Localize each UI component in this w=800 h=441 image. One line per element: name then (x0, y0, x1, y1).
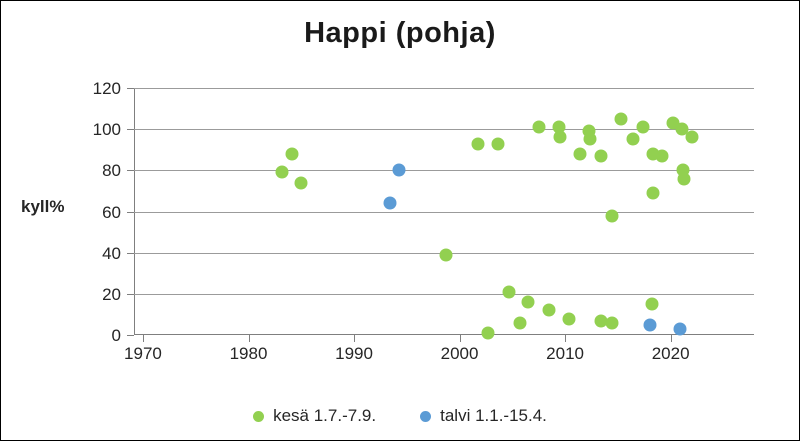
x-tick-mark (354, 335, 356, 342)
data-point-kesa (471, 137, 484, 151)
data-point-talvi (673, 322, 687, 336)
data-point-kesa (285, 147, 299, 161)
x-tick-mark (670, 335, 672, 342)
y-tick-mark (127, 293, 134, 295)
y-tick-label: 0 (111, 326, 121, 345)
y-tick-mark (127, 211, 134, 213)
data-point-kesa (646, 186, 660, 200)
y-tick-mark (127, 252, 134, 254)
y-tick-label: 80 (102, 161, 121, 181)
data-point-kesa (532, 120, 546, 134)
y-tick-label: 100 (92, 120, 121, 140)
data-point-kesa (521, 295, 535, 309)
data-point-kesa (439, 248, 453, 262)
y-tick-label: 60 (102, 202, 121, 222)
x-tick-mark (248, 335, 250, 342)
data-point-kesa (294, 176, 308, 190)
data-point-kesa (583, 132, 597, 146)
gridline (134, 211, 754, 213)
legend-marker-kesa-icon (253, 410, 265, 422)
data-point-talvi (643, 318, 657, 332)
x-tick-label: 2000 (440, 344, 479, 363)
data-point-kesa (645, 297, 659, 311)
x-tick-mark (459, 335, 461, 342)
y-tick-label: 20 (102, 284, 121, 304)
legend-label: talvi 1.1.-15.4. (440, 406, 547, 425)
data-point-kesa (542, 303, 556, 317)
x-tick-mark (142, 335, 144, 342)
legend-marker-talvi-icon (420, 410, 432, 422)
data-point-kesa (605, 316, 619, 330)
data-point-kesa (275, 165, 289, 179)
data-point-kesa (553, 130, 567, 144)
x-tick-label: 2020 (651, 344, 690, 363)
y-tick-mark (127, 170, 134, 172)
data-point-kesa (675, 122, 689, 136)
y-tick-mark (127, 129, 134, 131)
y-axis-title: kyll% (21, 197, 65, 216)
data-point-kesa (614, 112, 628, 126)
data-point-kesa (677, 172, 691, 186)
y-tick-label: 120 (92, 79, 121, 98)
data-point-kesa (594, 149, 608, 163)
data-point-kesa (636, 120, 650, 134)
gridline (134, 129, 754, 131)
x-tick-label: 1980 (229, 344, 268, 363)
gridline (134, 170, 754, 172)
plot-area (127, 88, 754, 342)
data-point-kesa (562, 312, 576, 326)
data-point-kesa (626, 132, 640, 146)
data-point-kesa (605, 209, 619, 223)
data-point-talvi (383, 196, 397, 210)
data-point-kesa (502, 285, 516, 299)
x-tick-label: 1990 (335, 344, 373, 363)
x-tick-mark (565, 335, 567, 342)
data-point-kesa (552, 120, 566, 134)
data-point-kesa (594, 314, 608, 328)
gridline (134, 293, 754, 295)
legend: kesä 1.7.-7.9. talvi 1.1.-15.4. (1, 406, 799, 426)
data-point-kesa (685, 130, 699, 144)
x-axis-line (134, 334, 754, 335)
data-point-kesa (655, 149, 669, 163)
x-tick-label: 1970 (124, 344, 162, 363)
y-tick-mark (127, 335, 134, 336)
y-tick-mark (127, 88, 134, 89)
legend-item-kesa: kesä 1.7.-7.9. (253, 406, 376, 426)
x-tick-label: 2010 (546, 344, 584, 363)
data-point-kesa (481, 326, 495, 340)
legend-item-talvi: talvi 1.1.-15.4. (420, 406, 547, 426)
y-tick-label: 40 (102, 243, 121, 263)
data-point-kesa (513, 316, 527, 330)
data-point-talvi (392, 163, 406, 177)
gridline (134, 88, 754, 89)
legend-label: kesä 1.7.-7.9. (273, 406, 377, 425)
data-point-kesa (491, 137, 505, 151)
chart-title: Happi (pohja) (304, 17, 496, 49)
data-point-kesa (573, 147, 587, 161)
